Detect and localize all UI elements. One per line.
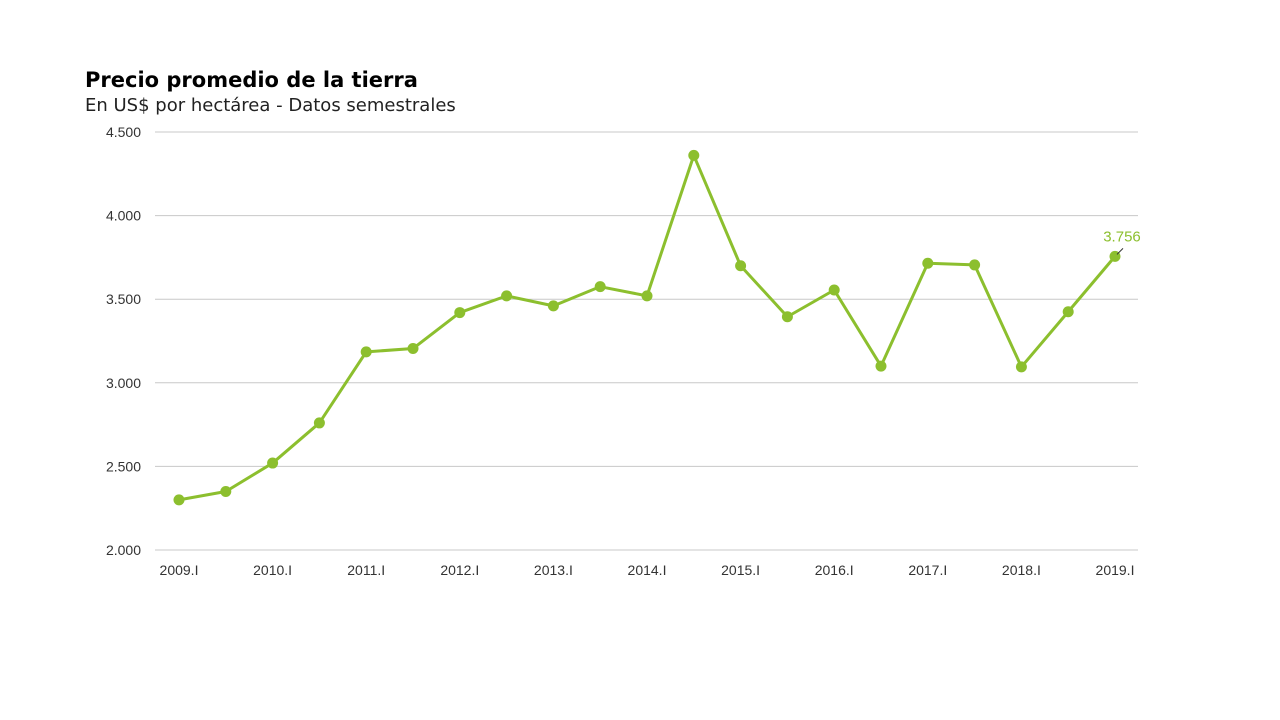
x-tick-label: 2010.I bbox=[253, 562, 292, 578]
data-point bbox=[360, 346, 372, 358]
data-point bbox=[407, 343, 419, 355]
x-tick-label: 2017.I bbox=[908, 562, 947, 578]
x-tick-label: 2012.I bbox=[440, 562, 479, 578]
x-tick-label: 2018.I bbox=[1002, 562, 1041, 578]
x-tick-label: 2015.I bbox=[721, 562, 760, 578]
data-point bbox=[501, 290, 513, 302]
chart-title: Precio promedio de la tierra bbox=[85, 68, 418, 92]
y-tick-label: 2.500 bbox=[106, 458, 141, 474]
y-tick-label: 4.500 bbox=[106, 124, 141, 140]
x-tick-label: 2009.I bbox=[160, 562, 199, 578]
data-point bbox=[688, 149, 700, 161]
data-label-leader bbox=[1116, 248, 1124, 255]
data-point bbox=[173, 494, 185, 506]
x-tick-label: 2013.I bbox=[534, 562, 573, 578]
data-point bbox=[454, 307, 466, 319]
data-point bbox=[313, 417, 325, 429]
data-point bbox=[594, 281, 606, 293]
x-tick-label: 2014.I bbox=[628, 562, 667, 578]
chart-subtitle: En US$ por hectárea - Datos semestrales bbox=[85, 95, 456, 116]
data-point bbox=[875, 360, 887, 372]
y-tick-label: 4.000 bbox=[106, 208, 141, 224]
x-tick-label: 2016.I bbox=[815, 562, 854, 578]
x-tick-label: 2019.I bbox=[1096, 562, 1135, 578]
series-line bbox=[178, 153, 1117, 502]
data-point bbox=[828, 284, 840, 296]
data-point bbox=[1015, 361, 1027, 373]
data-label: 3.756 bbox=[1103, 228, 1141, 245]
data-point bbox=[220, 485, 232, 497]
y-tick-label: 2.000 bbox=[106, 542, 141, 558]
y-tick-label: 3.000 bbox=[106, 375, 141, 391]
data-point bbox=[735, 260, 747, 272]
data-point bbox=[922, 257, 934, 269]
y-tick-label: 3.500 bbox=[106, 291, 141, 307]
data-point bbox=[1062, 306, 1074, 318]
x-tick-label: 2011.I bbox=[347, 562, 385, 578]
data-point bbox=[547, 300, 559, 312]
data-point bbox=[969, 259, 981, 271]
data-point bbox=[267, 457, 279, 469]
data-point bbox=[781, 311, 793, 323]
data-point bbox=[641, 290, 653, 302]
